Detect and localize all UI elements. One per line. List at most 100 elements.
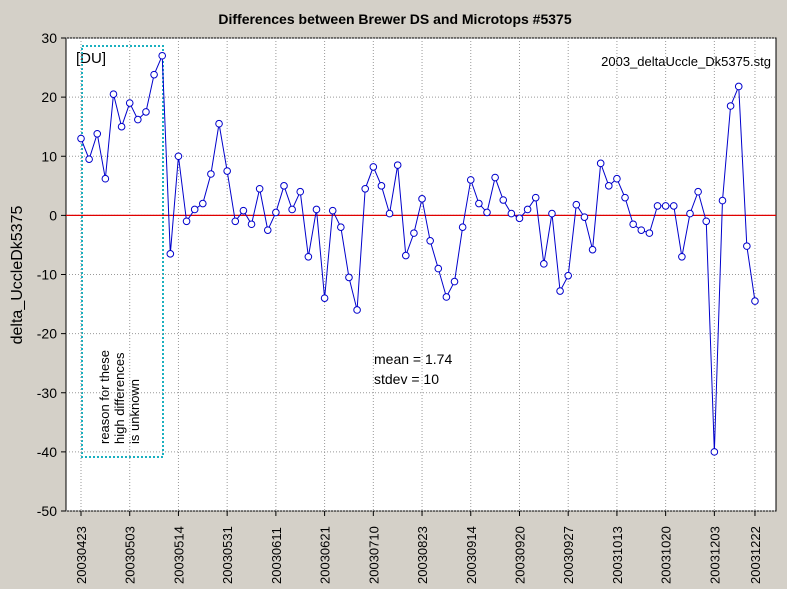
stdev-label: stdev = 10 [374, 371, 439, 387]
data-point [499, 196, 508, 204]
data-point [353, 306, 361, 314]
data-point [93, 129, 102, 138]
y-tick-label: 0 [49, 207, 57, 223]
data-point [621, 193, 629, 202]
data-point [231, 217, 240, 226]
data-point [288, 205, 296, 214]
data-point [726, 102, 735, 110]
x-tick-label: 20030503 [123, 526, 138, 584]
data-point [320, 294, 329, 302]
x-tick-label: 20030823 [415, 526, 430, 584]
data-point [458, 223, 467, 231]
data-point [158, 51, 166, 60]
data-point [531, 193, 540, 202]
data-point [337, 223, 345, 231]
data-point [410, 229, 418, 237]
data-point [596, 159, 605, 168]
data-point [361, 184, 370, 193]
data-point [207, 170, 215, 178]
data-point [540, 260, 548, 268]
data-point [515, 214, 524, 223]
data-point [734, 82, 743, 91]
note-line: is unknown [127, 379, 142, 444]
data-point [523, 205, 532, 214]
data-point [751, 297, 759, 305]
data-point [564, 271, 573, 280]
data-point [77, 134, 85, 143]
data-point [678, 252, 686, 261]
mean-label: mean = 1.74 [374, 351, 452, 367]
data-point [345, 273, 353, 282]
data-point [393, 161, 402, 169]
y-tick-label: -50 [37, 503, 57, 519]
y-tick-label: 10 [41, 148, 57, 164]
data-point [572, 200, 581, 209]
data-point [669, 202, 678, 210]
data-point [328, 206, 337, 215]
data-point [109, 90, 118, 98]
data-point [580, 213, 589, 221]
data-point [743, 242, 751, 250]
x-tick-label: 20031203 [707, 526, 722, 584]
data-point [255, 184, 264, 193]
x-tick-label: 20031222 [748, 526, 763, 584]
data-point [548, 209, 556, 218]
data-point [174, 152, 183, 161]
data-point [296, 187, 305, 196]
data-point [182, 217, 191, 226]
data-point [239, 206, 248, 215]
data-point [466, 176, 475, 184]
data-point [710, 448, 719, 456]
x-tick-label: 20030611 [269, 527, 284, 584]
x-tick-label: 20030914 [464, 526, 479, 584]
note-line: reason for these [97, 350, 112, 444]
y-tick-label: -30 [37, 385, 57, 401]
data-point [418, 195, 426, 203]
y-tick-label: -20 [37, 326, 57, 342]
data-point [402, 251, 410, 260]
x-tick-label: 20030423 [74, 526, 89, 584]
data-point [661, 202, 670, 210]
data-point [125, 99, 134, 107]
y-tick-label: -40 [37, 444, 57, 460]
data-point [223, 167, 231, 175]
data-point [280, 182, 288, 190]
x-tick-label: 20030621 [318, 526, 333, 584]
y-axis-label: delta_UccleDk5375 [9, 206, 26, 345]
data-point [694, 187, 702, 196]
data-point [199, 199, 207, 208]
y-tick-label: 30 [41, 30, 57, 46]
data-point [588, 245, 597, 254]
x-tick-label: 20030927 [561, 526, 576, 584]
data-point [442, 293, 451, 301]
data-point [272, 208, 280, 217]
note-line: high differences [112, 352, 127, 444]
y-tick-label: -10 [37, 267, 57, 283]
data-point [304, 252, 313, 261]
data-point [150, 70, 158, 79]
data-point [101, 174, 110, 183]
data-point [629, 220, 637, 229]
data-point [369, 163, 378, 171]
data-point [686, 209, 694, 218]
data-point [377, 182, 386, 190]
x-tick-label: 20030514 [171, 526, 186, 584]
data-point [385, 209, 394, 218]
data-point [190, 205, 199, 214]
data-point [491, 173, 499, 182]
chart-title: Differences between Brewer DS and Microt… [218, 11, 571, 27]
data-point [475, 199, 483, 208]
data-point [434, 264, 443, 273]
x-tick-label: 20030531 [220, 526, 235, 584]
data-point [142, 108, 150, 116]
data-point [718, 196, 727, 205]
data-point [426, 236, 434, 245]
x-tick-label: 20030920 [512, 526, 527, 584]
data-point [85, 155, 93, 164]
data-point [702, 217, 711, 226]
data-point [117, 122, 126, 131]
highlight-box [81, 45, 164, 458]
x-tick-label: 20030710 [366, 526, 381, 584]
data-point [605, 182, 613, 190]
x-tick-label: 20031020 [659, 526, 674, 584]
